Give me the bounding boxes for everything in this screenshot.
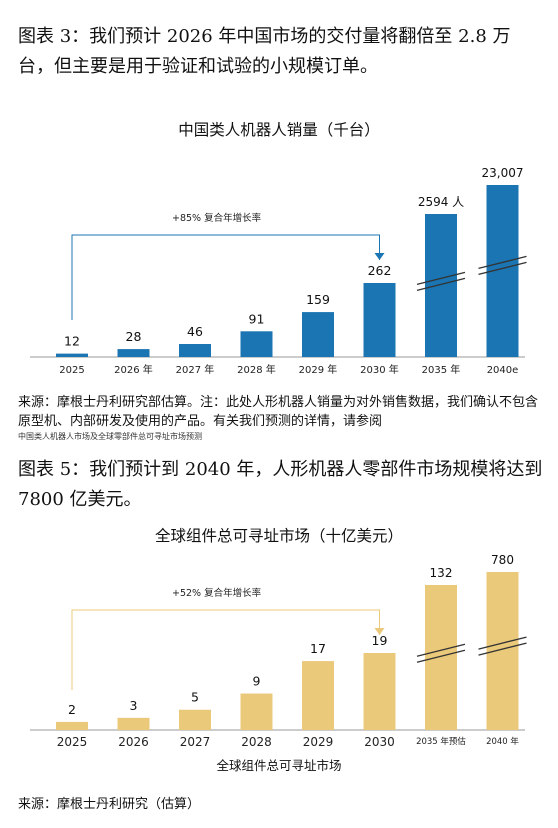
chart2-source: 来源：摩根士丹利研究（估算） [18,797,201,812]
bar-6 [425,585,457,730]
bar-3 [240,331,273,357]
tick-label-5: 2030 年 [360,363,399,376]
axis-break-mark [478,642,527,656]
bar-3 [240,693,273,730]
bar-7 [486,572,519,730]
figure-5-caption: 图表 5：我们预计到 2040 年，人形机器人零部件市场规模将达到 7800 亿… [18,459,543,510]
bar-5 [363,283,396,357]
cagr-arrow-head [374,253,385,260]
tick-label-1: 2026 年 [114,363,153,376]
value-label-5: 19 [372,633,388,648]
cagr-arrow-line [71,609,380,690]
bar-0 [56,721,88,730]
tick-label-1: 2026 [118,735,149,749]
tick-label-3: 2028 年 [237,363,276,376]
tick-label-0: 2025 [59,365,84,376]
figure-3-caption: 图表 3：我们预计 2026 年中国市场的交付量将翻倍至 2.8 万台，但主要是… [18,26,511,77]
chart2-svg: 2 2025 3 2026 5 2027 9 2028 17 2029 19 2030 132 2035 … [30,553,527,773]
value-label-2: 5 [191,690,199,705]
value-label-1: 3 [130,698,138,713]
value-label-5: 262 [368,263,392,278]
bar-1 [117,717,150,730]
tick-label-7: 2040 年 [486,736,519,747]
value-label-4: 159 [306,292,330,307]
value-label-2: 46 [187,324,203,339]
bar-2 [179,709,211,730]
value-label-3: 9 [253,674,261,689]
tick-label-6: 2035 年预估 [416,736,466,747]
value-label-7: 23,007 [482,166,524,180]
tick-label-5: 2030 [364,735,395,749]
tick-label-7: 2040e [487,365,519,376]
axis-break-mark [416,277,466,291]
axis-break-mark [478,255,527,270]
bar-1 [117,349,150,357]
chart1-title: 中国类人机器人销量（千台） [178,121,380,139]
tick-label-0: 2025 [57,735,88,749]
cagr-annotation: +85% 复合年增长率 [172,212,262,224]
tick-label-6: 2035 年 [422,363,461,376]
chart1-svg: 12 2025 28 2026 年 46 2027 年 91 2028 年 159 2029 年 2… [30,166,527,376]
axis-break-mark [478,261,527,276]
chart2-title: 全球组件总可寻址市场（十亿美元） [154,527,403,545]
bar-2 [179,344,211,357]
value-label-3: 91 [249,311,265,326]
value-label-6: 132 [430,566,453,580]
bar-6 [425,214,457,357]
chart1-source: 来源：摩根士丹利研究部估算。注：此处人形机器人销量为对外销售数据，我们确认不包含… [18,395,539,429]
cagr-arrow-line [71,234,380,320]
chart1-note: 中国类人机器人市场及全球零部件总可寻址市场预测 [18,432,202,441]
value-label-7: 780 [491,553,514,567]
bar-5 [363,653,396,730]
tick-label-2: 2027 年 [176,363,215,376]
x-axis-label: 全球组件总可寻址市场 [216,758,341,773]
value-label-0: 2 [68,702,76,717]
value-label-6: 2594 人 [418,195,464,209]
value-label-4: 17 [310,641,326,656]
value-label-0: 12 [64,334,80,349]
axis-break-mark [416,649,466,663]
value-label-1: 28 [126,329,142,344]
tick-label-4: 2029 [303,735,334,749]
bar-4 [302,661,334,730]
cagr-annotation: +52% 复合年增长率 [172,587,262,599]
bar-4 [302,312,334,357]
cagr-arrow-head [374,628,385,635]
axis-break-mark [416,643,466,657]
axis-break-mark [478,636,527,650]
axis-break-mark [416,271,466,285]
tick-label-3: 2028 [241,735,272,749]
tick-label-4: 2029 年 [299,363,338,376]
tick-label-2: 2027 [180,735,211,749]
bar-0 [56,353,88,357]
